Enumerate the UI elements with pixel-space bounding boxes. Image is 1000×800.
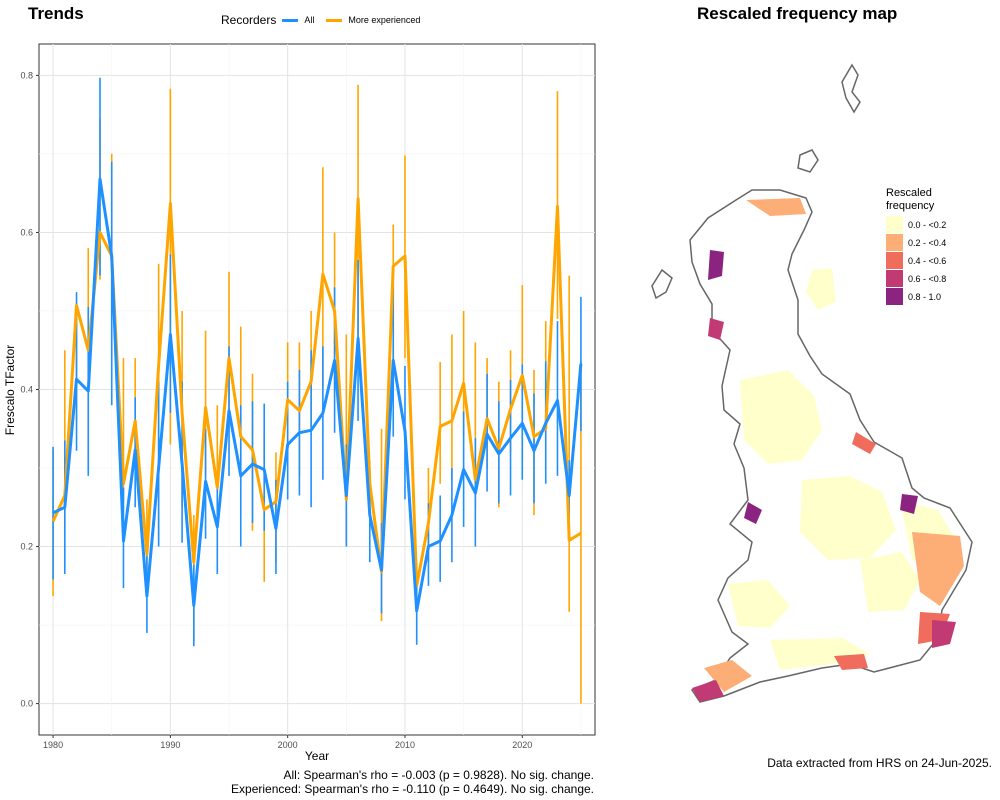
map-legend-title-1: Rescaled bbox=[886, 187, 932, 199]
trends-chart: 0.0 0.2 0.4 0.6 0.8 1980 1990 2000 2010 2020 Year… bbox=[3, 43, 596, 763]
legend-label-more-experienced: More experienced bbox=[348, 15, 421, 25]
legend-label-all: All bbox=[304, 15, 315, 25]
legend-swatch-0 bbox=[886, 216, 903, 233]
legend-swatch-2 bbox=[886, 252, 903, 269]
y-tick-label: 0.4 bbox=[20, 385, 33, 395]
y-tick-label: 0.6 bbox=[20, 227, 33, 237]
series-line-more-experienced bbox=[51, 197, 582, 588]
y-axis-label: Frescalo TFactor bbox=[3, 345, 17, 435]
legend-key-more-experienced bbox=[326, 18, 343, 22]
legend-swatch-1 bbox=[886, 234, 903, 251]
x-tick-label: 2000 bbox=[278, 740, 298, 750]
legend-key-all bbox=[282, 18, 299, 22]
x-tick-label: 2010 bbox=[395, 740, 415, 750]
stat-line-experienced: Experienced: Spearman's rho = -0.110 (p … bbox=[231, 782, 594, 796]
legend-swatch-3 bbox=[886, 270, 903, 287]
x-tick-label: 2020 bbox=[512, 740, 532, 750]
map-title: Rescaled frequency map bbox=[697, 4, 898, 23]
trends-title: Trends bbox=[28, 4, 84, 23]
y-tick-label: 0.8 bbox=[20, 70, 33, 80]
map-legend: Rescaled frequency 0.0 - <0.2 0.2 - <0.4… bbox=[886, 187, 946, 305]
data-source-note: Data extracted from HRS on 24-Jun-2025. bbox=[767, 756, 992, 770]
islands-outline bbox=[651, 63, 861, 300]
x-tick-label: 1980 bbox=[43, 740, 63, 750]
legend-label-4: 0.8 - 1.0 bbox=[908, 292, 941, 302]
map-legend-title-2: frequency bbox=[886, 200, 935, 212]
x-tick-label: 1990 bbox=[160, 740, 180, 750]
frequency-patches bbox=[692, 198, 964, 702]
line-layer bbox=[51, 177, 583, 613]
legend-label-2: 0.4 - <0.6 bbox=[908, 256, 946, 266]
trend-stats: All: Spearman's rho = -0.003 (p = 0.9828… bbox=[231, 768, 594, 796]
x-axis-label: Year bbox=[305, 749, 329, 763]
legend-swatch-4 bbox=[886, 288, 903, 305]
tick-layer: 0.0 0.2 0.4 0.6 0.8 1980 1990 2000 2010 2020 bbox=[20, 70, 532, 750]
legend-title: Recorders bbox=[221, 13, 277, 27]
legend-label-3: 0.6 - <0.8 bbox=[908, 274, 946, 284]
series-line-all bbox=[52, 177, 583, 613]
y-tick-label: 0.2 bbox=[20, 542, 33, 552]
legend-label-1: 0.2 - <0.4 bbox=[908, 238, 946, 248]
trends-legend: Recorders All More experienced bbox=[221, 11, 420, 29]
y-tick-label: 0.0 bbox=[20, 699, 33, 709]
frequency-map: Rescaled frequency 0.0 - <0.2 0.2 - <0.4… bbox=[651, 63, 973, 703]
stat-line-all: All: Spearman's rho = -0.003 (p = 0.9828… bbox=[283, 768, 594, 782]
legend-label-0: 0.0 - <0.2 bbox=[908, 220, 946, 230]
